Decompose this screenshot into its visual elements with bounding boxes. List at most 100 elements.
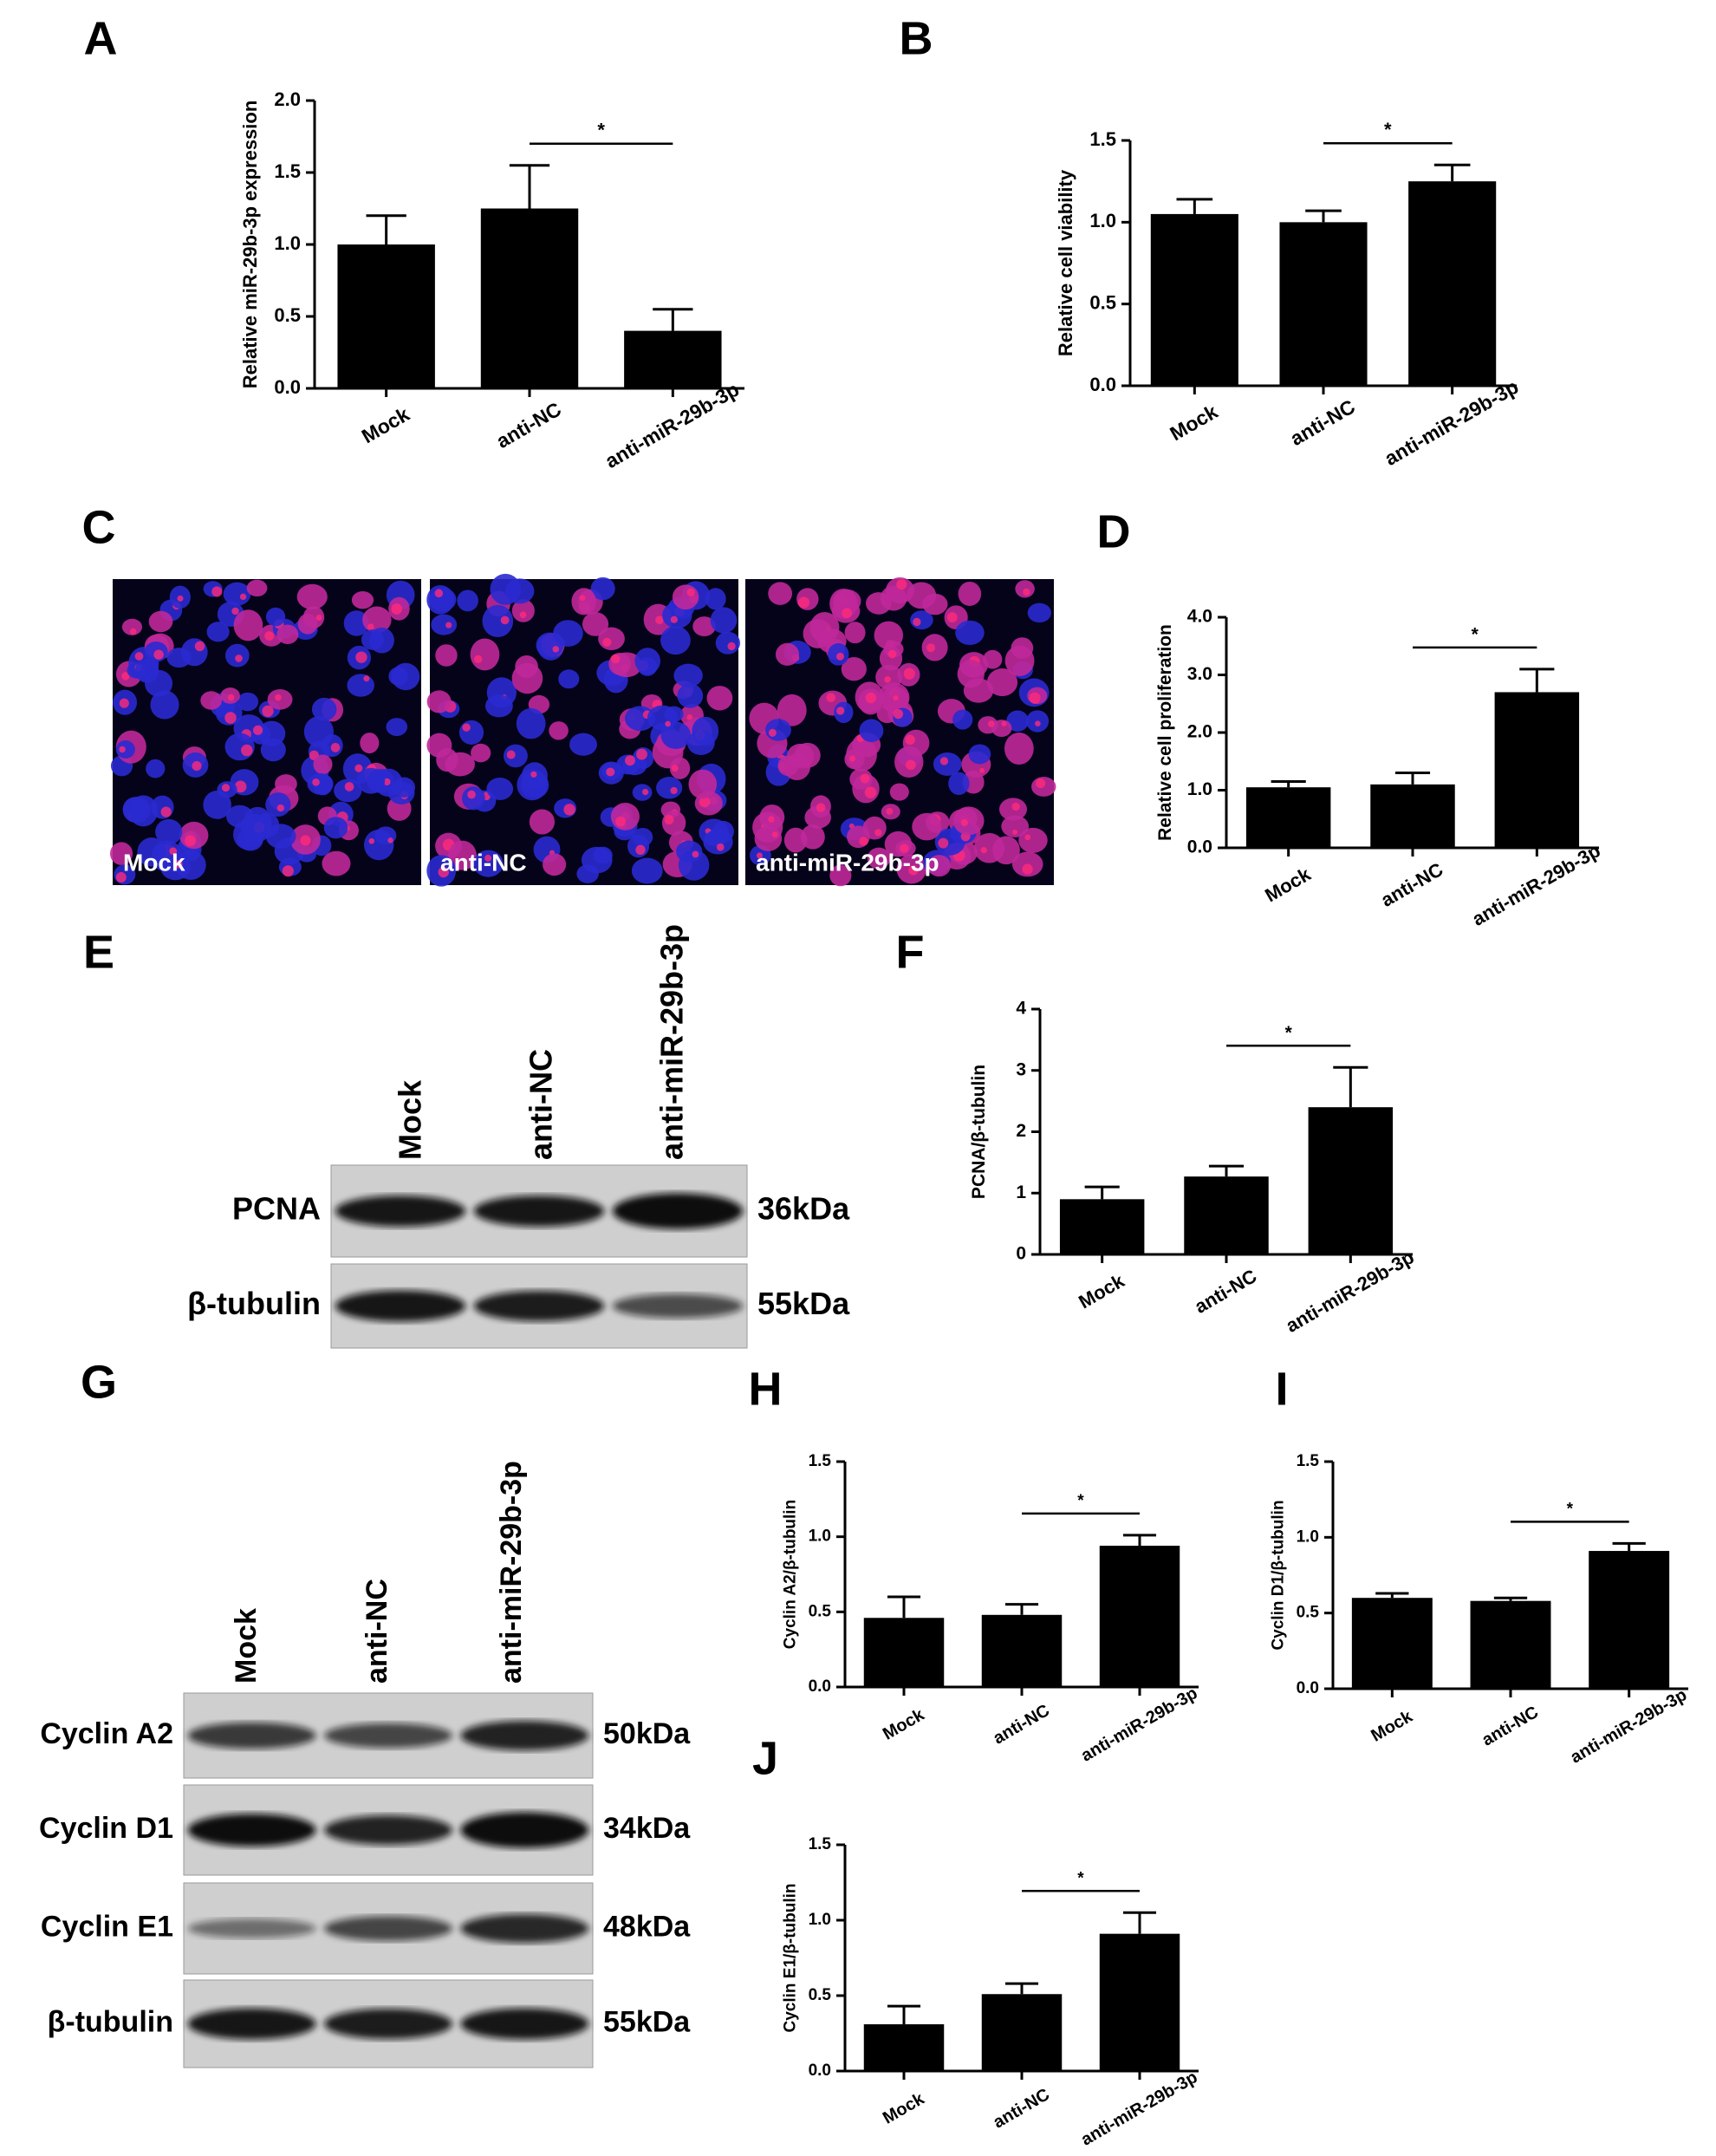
nucleus <box>912 812 942 841</box>
nucleus-spot <box>1011 802 1020 811</box>
nucleus <box>265 824 296 849</box>
lane-label: Mock <box>393 1079 428 1160</box>
nucleus-spot <box>865 692 877 704</box>
nucleus-spot <box>816 803 826 812</box>
nucleus-spot <box>826 693 836 703</box>
nucleus-spot <box>727 642 736 651</box>
nucleus-spot <box>686 588 695 596</box>
nucleus <box>1004 645 1035 676</box>
y-tick-label: 1.0 <box>274 232 301 254</box>
nucleus-spot <box>636 748 647 760</box>
nucleus-spot <box>987 720 995 727</box>
nucleus <box>429 588 457 612</box>
lane-label: Mock <box>230 1608 263 1684</box>
blot-strip <box>183 1979 594 2068</box>
nucleus <box>672 584 699 610</box>
nucleus <box>511 662 543 694</box>
x-tick-label: Mock <box>1166 400 1221 445</box>
error-bar <box>1122 1911 1157 1934</box>
nucleus <box>765 719 791 741</box>
nucleus <box>360 733 380 754</box>
nucleus <box>677 683 704 708</box>
bar <box>1589 1551 1670 1689</box>
y-tick-label: 0.5 <box>274 304 301 326</box>
nucleus <box>504 744 528 768</box>
nucleus-spot <box>884 675 891 683</box>
y-tick-label: 0.5 <box>1297 1604 1320 1622</box>
nucleus <box>246 579 268 597</box>
nucleus-spot <box>115 871 127 883</box>
nucleus <box>233 609 263 642</box>
nucleus <box>265 792 291 817</box>
blot-strip <box>183 1784 594 1876</box>
panel-label: A <box>84 12 118 64</box>
nucleus <box>952 709 973 730</box>
nucleus <box>347 674 374 697</box>
y-axis-label: PCNA/β-tubulin <box>969 1065 989 1199</box>
nucleus <box>369 627 394 654</box>
bar <box>624 330 722 388</box>
y-tick-label: 1.0 <box>1187 779 1212 799</box>
nucleus-spot <box>363 675 370 682</box>
x-tick-label: anti-miR-29b-3p <box>1078 1684 1201 1766</box>
nucleus-spot <box>860 773 870 784</box>
nucleus <box>462 786 485 811</box>
error-bar <box>887 2004 921 2025</box>
nucleus-spot <box>1024 834 1031 841</box>
nucleus-spot <box>980 847 987 854</box>
image-label: Mock <box>123 849 185 876</box>
y-tick-label: 3 <box>1016 1059 1026 1079</box>
x-tick-label: anti-NC <box>1191 1265 1260 1318</box>
panel-label: I <box>1275 1363 1288 1415</box>
nucleus-spot <box>119 698 129 708</box>
bar <box>1279 222 1368 386</box>
blot-band <box>460 1913 589 1944</box>
size-label: 34kDa <box>603 1812 691 1845</box>
nucleus <box>391 662 420 691</box>
bar <box>337 244 435 388</box>
bar <box>1150 213 1238 386</box>
nucleus <box>582 612 609 636</box>
nucleus-spot <box>606 767 615 777</box>
nucleus-spot <box>768 816 775 823</box>
nucleus <box>715 631 741 655</box>
blot-band <box>324 2008 452 2040</box>
nucleus <box>647 705 679 731</box>
nucleus-spot <box>692 850 699 858</box>
panel-label: J <box>752 1732 778 1784</box>
error-bar <box>366 214 406 244</box>
y-tick-label: 1.0 <box>1297 1527 1319 1546</box>
y-tick-label: 0.0 <box>1187 837 1212 857</box>
lane-label: anti-NC <box>361 1579 393 1684</box>
nucleus-spot <box>160 806 172 817</box>
nucleus <box>669 757 691 779</box>
significance-label: * <box>1472 624 1479 644</box>
nucleus-spot <box>664 815 674 825</box>
nucleus-spot <box>906 759 916 771</box>
nucleus-spot <box>211 586 223 597</box>
x-tick-label: anti-NC <box>990 2085 1053 2133</box>
nucleus-spot <box>635 844 646 856</box>
nucleus-spot <box>275 694 282 701</box>
nucleus-spot <box>177 595 184 602</box>
y-tick-label: 1.5 <box>809 1835 832 1853</box>
nucleus-spot <box>169 847 178 856</box>
significance-label: * <box>1384 119 1392 140</box>
nucleus-spot <box>467 790 476 799</box>
nucleus-spot <box>227 694 235 701</box>
nucleus <box>237 692 259 712</box>
y-tick-label: 0.5 <box>1089 291 1116 313</box>
blot-band <box>473 1195 605 1227</box>
nucleus-spot <box>506 750 516 759</box>
significance-label: * <box>1285 1023 1293 1043</box>
nucleus <box>426 733 452 758</box>
error-bar <box>1004 1982 1039 1995</box>
nucleus <box>1027 603 1051 623</box>
error-bar <box>1305 209 1342 223</box>
nucleus <box>549 721 569 740</box>
blot-band <box>324 1814 452 1846</box>
nucleus <box>777 694 807 726</box>
bar <box>863 2024 945 2071</box>
y-tick-label: 1.5 <box>809 1452 832 1470</box>
nucleus <box>275 774 297 794</box>
